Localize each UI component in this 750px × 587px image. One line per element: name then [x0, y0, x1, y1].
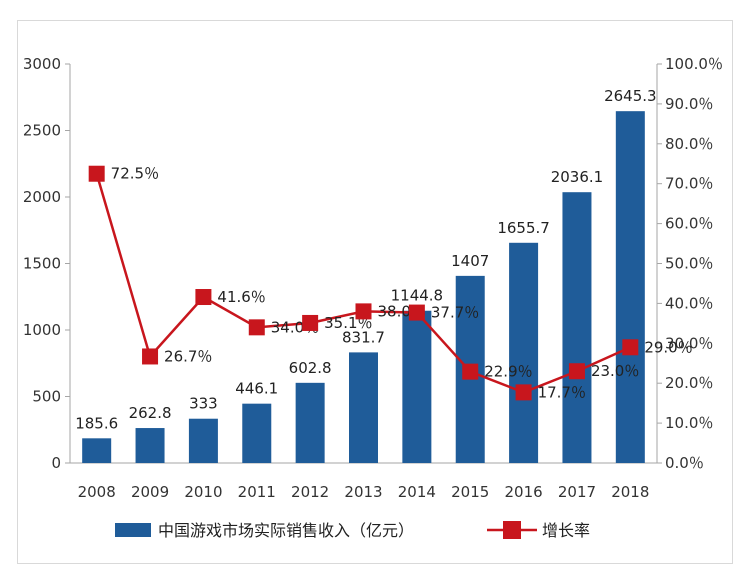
y-right-tick-label: 80.0％ — [665, 135, 713, 153]
x-tick-label: 2011 — [238, 483, 276, 501]
x-tick-label: 2014 — [398, 483, 436, 501]
bar-revenue — [82, 438, 112, 463]
y-right-tick-label: 90.0％ — [665, 95, 713, 113]
bar-value-label: 1407 — [451, 252, 489, 270]
y-right-tick-label: 100.0％ — [665, 55, 723, 73]
growth-rate-marker — [195, 289, 212, 306]
bar-revenue — [242, 403, 272, 463]
bar-value-label: 262.8 — [129, 404, 172, 422]
bar-revenue — [349, 352, 378, 463]
bar-value-label: 831.7 — [342, 328, 385, 346]
x-tick-label: 2012 — [291, 483, 329, 501]
x-tick-label: 2017 — [558, 483, 596, 501]
y-right-tick-label: 10.0％ — [665, 414, 713, 432]
legend-label-revenue: 中国游戏市场实际销售收入（亿元） — [158, 521, 414, 540]
bar-revenue — [509, 242, 539, 463]
bar-value-label: 446.1 — [235, 380, 278, 398]
bar-revenue — [562, 192, 592, 463]
growth-rate-label: 26.7％ — [164, 347, 212, 365]
growth-rate-label: 37.7％ — [431, 304, 479, 322]
growth-rate-marker — [248, 319, 265, 336]
y-right-tick-label: 50.0％ — [665, 255, 713, 273]
y-left-tick-label: 3000 — [23, 55, 61, 73]
x-tick-label: 2016 — [504, 483, 542, 501]
growth-rate-label: 17.7％ — [538, 383, 586, 401]
bar-revenue — [135, 428, 165, 463]
y-right-tick-label: 60.0％ — [665, 215, 713, 233]
chart-frame — [17, 20, 733, 564]
bar-value-label: 1655.7 — [497, 219, 550, 237]
y-left-tick-label: 1000 — [23, 321, 61, 339]
growth-rate-marker — [568, 363, 585, 380]
bar-revenue — [188, 418, 218, 463]
x-tick-label: 2015 — [451, 483, 489, 501]
x-tick-label: 2013 — [344, 483, 382, 501]
growth-rate-label: 41.6％ — [217, 288, 265, 306]
bar-revenue — [402, 310, 432, 463]
bar-value-label: 185.6 — [75, 414, 118, 432]
bar-value-label: 602.8 — [289, 359, 332, 377]
growth-rate-marker — [142, 348, 159, 365]
y-right-tick-label: 30.0％ — [665, 334, 713, 352]
y-right-tick-label: 70.0％ — [665, 175, 713, 193]
growth-rate-marker — [622, 339, 639, 356]
x-tick-label: 2008 — [78, 483, 116, 501]
bar-revenue — [295, 382, 325, 463]
y-left-tick-label: 1500 — [23, 255, 61, 273]
legend-marker-growth — [503, 521, 521, 539]
x-tick-label: 2018 — [611, 483, 649, 501]
y-right-tick-label: 40.0％ — [665, 294, 713, 312]
bar-revenue — [615, 111, 645, 463]
y-left-tick-label: 500 — [32, 388, 61, 406]
x-tick-label: 2010 — [184, 483, 222, 501]
bar-value-label: 333 — [189, 395, 218, 413]
growth-rate-marker — [302, 314, 319, 331]
bar-value-label: 2645.3 — [604, 87, 657, 105]
y-right-tick-label: 20.0％ — [665, 374, 713, 392]
y-right-tick-label: 0.0％ — [665, 454, 704, 472]
legend-label-growth: 增长率 — [542, 521, 590, 540]
growth-rate-label: 29.0％ — [644, 338, 692, 356]
x-tick-label: 2009 — [131, 483, 169, 501]
legend-swatch-revenue — [115, 523, 151, 537]
growth-rate-label: 23.0％ — [591, 362, 639, 380]
growth-rate-label: 72.5％ — [111, 165, 159, 183]
bar-value-label: 2036.1 — [551, 168, 604, 186]
y-left-tick-label: 2500 — [23, 122, 61, 140]
growth-rate-marker — [515, 384, 532, 401]
y-left-tick-label: 0 — [51, 454, 61, 472]
growth-rate-marker — [355, 303, 372, 320]
growth-rate-marker — [88, 165, 105, 182]
growth-rate-label: 22.9％ — [484, 363, 532, 381]
y-left-tick-label: 2000 — [23, 188, 61, 206]
growth-rate-marker — [462, 363, 479, 380]
growth-rate-marker — [408, 304, 425, 321]
bar-value-label: 1144.8 — [391, 287, 444, 305]
